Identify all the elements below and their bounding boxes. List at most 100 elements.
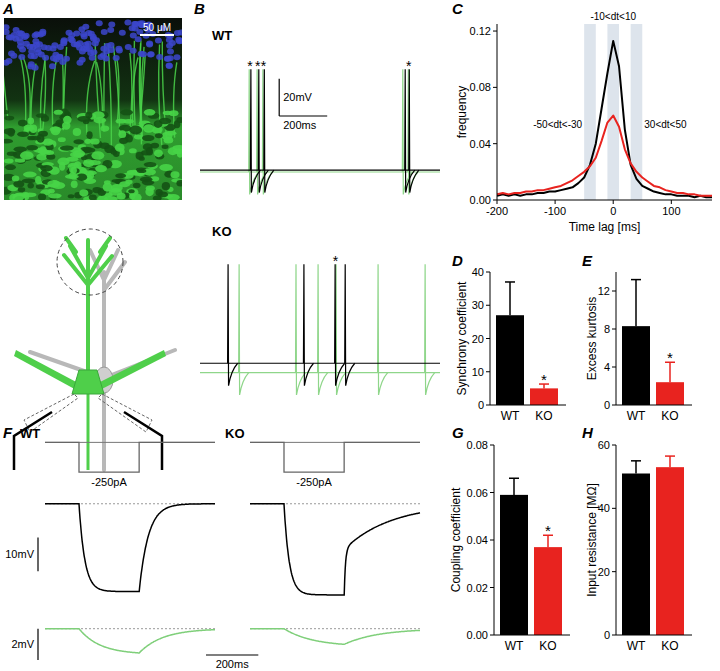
panel-label: D xyxy=(452,252,463,269)
cell xyxy=(48,193,62,198)
band-label: -50<dt<-30 xyxy=(533,119,582,130)
y-tick-label: 10 xyxy=(472,366,484,378)
bar xyxy=(496,315,524,405)
nucleus xyxy=(4,29,10,35)
nucleus xyxy=(6,34,13,40)
nucleus xyxy=(101,29,108,35)
nucleus xyxy=(63,56,70,62)
error-cap xyxy=(631,279,641,281)
cell xyxy=(36,184,45,189)
trace xyxy=(200,264,440,395)
nucleus xyxy=(108,22,115,28)
soma-green xyxy=(72,370,104,394)
y-tick-label: 20 xyxy=(472,333,484,345)
sync-asterisk: * xyxy=(261,58,267,74)
scale-bar xyxy=(37,538,38,572)
window-band xyxy=(631,24,643,200)
y-tick xyxy=(612,367,616,368)
scale-bar-label: 50 μM xyxy=(143,22,171,33)
cell xyxy=(65,174,79,179)
cell xyxy=(127,170,135,175)
spike xyxy=(408,69,418,194)
series-line xyxy=(497,41,712,197)
y-axis-label: frequency xyxy=(455,86,469,139)
panel-label: B xyxy=(194,0,205,17)
scale-bar xyxy=(37,629,38,660)
x-tick-label: WT xyxy=(627,639,646,653)
cell xyxy=(4,139,13,144)
cell xyxy=(100,126,109,132)
panel-label: C xyxy=(452,0,464,17)
x-axis xyxy=(494,635,570,636)
panel-label: H xyxy=(582,424,594,441)
nucleus xyxy=(85,41,92,47)
nucleus xyxy=(166,63,173,69)
x-tick xyxy=(497,200,498,204)
y-tick xyxy=(493,143,497,144)
cell xyxy=(46,154,55,160)
significance-star: * xyxy=(541,371,547,388)
y-tick xyxy=(486,405,490,406)
y-tick xyxy=(486,305,490,306)
cell1-trace xyxy=(250,504,420,595)
cell xyxy=(111,184,123,192)
cell xyxy=(90,138,100,144)
cell xyxy=(36,113,47,118)
y-tick-label: 8 xyxy=(604,323,610,335)
cell xyxy=(35,176,41,184)
cell xyxy=(115,144,125,152)
x-tick-label: KO xyxy=(661,409,678,423)
nucleus xyxy=(124,19,131,25)
nucleus xyxy=(146,41,153,47)
y-tick-label: 30 xyxy=(472,299,484,311)
y-tick-label: 0.00 xyxy=(467,629,488,641)
significance-star: * xyxy=(545,522,551,539)
nucleus xyxy=(21,34,28,40)
x-tick-label: KO xyxy=(539,639,556,653)
y-axis-label: Excess kurtosis xyxy=(585,297,599,380)
nucleus xyxy=(37,32,44,38)
error-bar xyxy=(509,282,511,315)
panel-label: G xyxy=(452,424,464,441)
cell xyxy=(164,137,174,144)
y-tick-label: 0 xyxy=(604,399,610,411)
cell xyxy=(38,194,46,200)
cell xyxy=(170,171,179,178)
dendrite xyxy=(117,58,119,123)
cell xyxy=(145,187,153,196)
baseline xyxy=(200,171,440,172)
cell xyxy=(104,180,111,184)
current-step xyxy=(250,442,420,472)
x-tick-label: -100 xyxy=(544,205,566,217)
nucleus xyxy=(36,41,43,47)
cell xyxy=(12,193,24,200)
x-tick-label: WT xyxy=(505,639,524,653)
cell xyxy=(59,162,65,171)
nucleus xyxy=(115,46,122,52)
trace-label: WT xyxy=(20,426,40,441)
current-step xyxy=(45,442,215,472)
electrode-wire xyxy=(14,412,52,470)
nucleus xyxy=(140,51,147,57)
panel-label: A xyxy=(2,0,14,17)
dendrite xyxy=(134,41,136,137)
y-tick-label: 40 xyxy=(598,502,610,514)
y-tick xyxy=(612,508,616,509)
nucleus xyxy=(131,21,138,27)
nucleus xyxy=(8,50,15,56)
x-axis xyxy=(616,405,692,406)
scale-bar-label: 20mV xyxy=(283,91,312,103)
cell xyxy=(129,193,135,199)
y-tick xyxy=(490,540,494,541)
cell xyxy=(26,145,38,150)
cell xyxy=(83,147,96,152)
y-tick xyxy=(490,445,494,446)
spike xyxy=(258,69,268,192)
panel-label: E xyxy=(582,252,593,269)
cell xyxy=(12,176,19,182)
cell xyxy=(139,157,145,161)
cell xyxy=(60,145,74,150)
x-tick-label: WT xyxy=(627,409,646,423)
electrode-wire xyxy=(124,412,162,470)
plot-area xyxy=(622,456,684,635)
